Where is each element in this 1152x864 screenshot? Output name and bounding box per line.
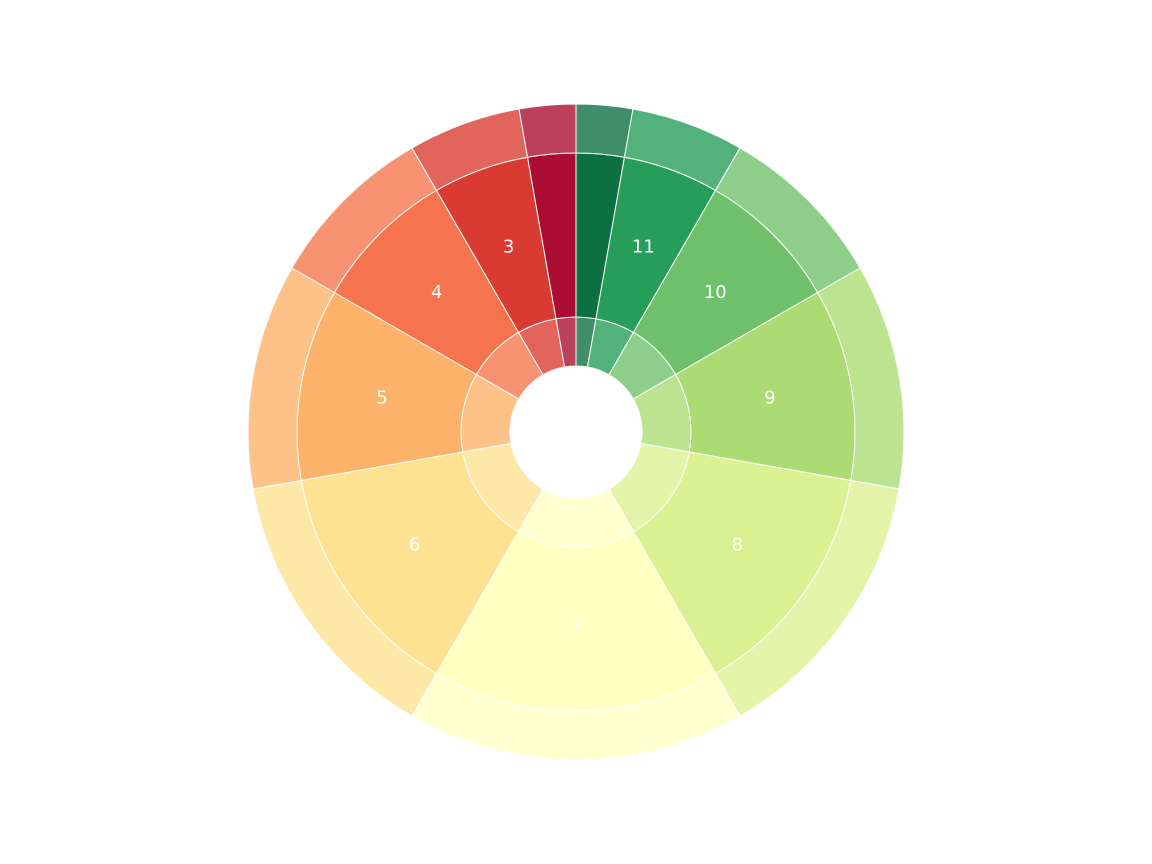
segment-label: 4 [431, 282, 442, 303]
segment-label: 7 [570, 616, 581, 637]
segment-label: 3 [503, 236, 514, 257]
segment-outer-2 [518, 103, 577, 158]
segment-outer-12 [575, 103, 634, 158]
segment-label: 11 [632, 236, 655, 257]
segment-label: 10 [704, 282, 727, 303]
segment-label: 6 [409, 534, 420, 555]
segment-label: 5 [376, 387, 387, 408]
segment-label: 8 [732, 534, 743, 555]
segment-label: 9 [764, 387, 775, 408]
